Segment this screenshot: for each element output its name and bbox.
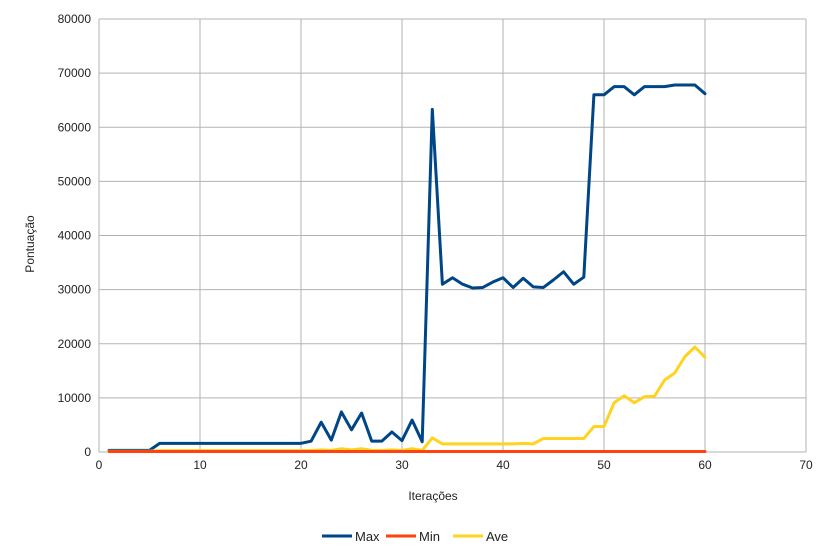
y-tick-label: 40000 (58, 229, 92, 243)
series-line-max (107, 83, 707, 452)
y-tick-label: 0 (84, 445, 91, 459)
x-tick-label: 50 (597, 458, 611, 472)
x-tick-label: 0 (96, 458, 103, 472)
y-tick-label: 30000 (58, 283, 92, 297)
y-axis-title: Pontuação (23, 215, 37, 273)
y-tick-label: 20000 (58, 337, 92, 351)
x-tick-label: 40 (496, 458, 510, 472)
x-tick-label: 60 (698, 458, 712, 472)
grid (98, 18, 807, 453)
legend: Max Min Ave (322, 529, 508, 544)
series-line-ave (107, 345, 707, 453)
y-tick-label: 70000 (58, 66, 92, 80)
y-axis-ticks: 0 10000 20000 30000 40000 50000 60000 70000 8000… (58, 12, 92, 459)
x-tick-label: 30 (395, 458, 409, 472)
x-tick-label: 20 (294, 458, 308, 472)
y-tick-label: 80000 (58, 12, 92, 26)
series-lines (107, 83, 707, 453)
y-tick-label: 60000 (58, 120, 92, 134)
x-tick-label: 10 (193, 458, 207, 472)
y-tick-label: 50000 (58, 174, 92, 188)
x-axis-ticks: 0 10 20 30 40 50 60 70 (96, 458, 813, 472)
legend-label-min: Min (419, 529, 440, 544)
x-axis-title: Iterações (408, 489, 457, 503)
x-tick-label: 70 (799, 458, 813, 472)
legend-label-max: Max (355, 529, 380, 544)
y-tick-label: 10000 (58, 391, 92, 405)
legend-label-ave: Ave (486, 529, 508, 544)
